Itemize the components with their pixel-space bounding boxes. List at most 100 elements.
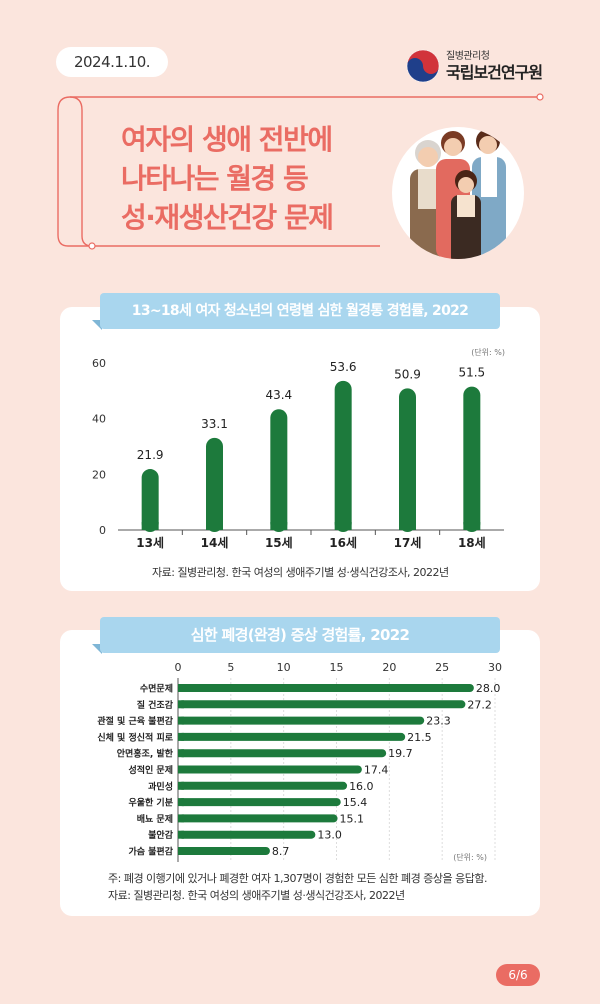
unit-label: (단위: %) xyxy=(453,852,487,862)
data-label: 21.5 xyxy=(407,731,432,744)
bar xyxy=(178,716,425,725)
y-tick-label: 과민성 xyxy=(148,780,173,792)
bar xyxy=(178,830,316,839)
y-tick-label: 질 건조감 xyxy=(137,699,174,711)
bar xyxy=(178,765,362,774)
women-illustration xyxy=(392,127,524,259)
x-tick-label: 17세 xyxy=(394,535,422,550)
headline-line: 성·재생산건강 문제 xyxy=(121,201,334,234)
data-label: 15.1 xyxy=(340,812,365,825)
chart1-source: 자료: 질병관리청. 한국 여성의 생애주기별 성·생식건강조사, 2022년 xyxy=(152,566,449,579)
bar xyxy=(399,388,416,532)
y-tick-label: 우울한 기분 xyxy=(128,797,173,809)
data-label: 23.3 xyxy=(426,715,451,728)
x-tick-label: 25 xyxy=(435,661,449,674)
data-label: 51.5 xyxy=(458,366,485,380)
y-tick-label: 수면문제 xyxy=(140,683,173,695)
headline: 여자의 생애 전반에 나타나는 월경 등 성·재생산건강 문제 xyxy=(121,120,391,237)
bar-base xyxy=(178,684,184,692)
bar-base xyxy=(178,814,184,823)
x-tick-label: 14세 xyxy=(201,535,229,550)
bar-base xyxy=(178,732,184,741)
data-label: 21.9 xyxy=(137,448,164,462)
date-badge: 2024.1.10. xyxy=(56,47,168,77)
x-tick-label: 30 xyxy=(488,661,502,674)
x-tick-label: 15세 xyxy=(265,535,293,550)
bar-base xyxy=(178,716,184,725)
title-frame-decoration xyxy=(57,93,544,250)
data-label: 8.7 xyxy=(272,845,290,858)
bar-base xyxy=(178,798,184,807)
data-label: 27.2 xyxy=(467,698,492,711)
ribbon-fold xyxy=(92,320,102,330)
bar-base xyxy=(141,522,159,530)
menstrual-pain-chart-card xyxy=(60,307,540,591)
data-label: 19.7 xyxy=(388,747,413,760)
bar-base xyxy=(178,700,184,709)
bar-base xyxy=(178,765,184,774)
data-label: 15.4 xyxy=(343,796,368,809)
chart2-notes: 주: 폐경 이행기에 있거나 폐경한 여자 1,307명이 경험한 모든 심한 … xyxy=(108,870,488,904)
chart2-source: 자료: 질병관리청. 한국 여성의 생애주기별 성·생식건강조사, 2022년 xyxy=(108,889,405,902)
bar xyxy=(178,732,406,741)
x-tick-label: 18세 xyxy=(458,535,486,550)
bar xyxy=(178,781,348,790)
menstrual-pain-bar-chart: 0 20 40 60 (단위: %) 21.9 13세 33.1 14세 43.4 15세 53.6 1… xyxy=(92,347,505,550)
y-tick-label: 0 xyxy=(99,524,106,537)
ribbon-fold xyxy=(92,644,102,654)
menopause-symptom-bar-chart: 0 5 10 15 20 25 30 (단위: %) 28.0 수면문제 27.2 질 건조감 23.3… xyxy=(97,661,502,862)
y-tick-label: 신체 및 정신적 피로 xyxy=(97,731,173,743)
y-tick-label: 안면홍조, 발한 xyxy=(117,748,174,760)
logo-subtitle: 질병관리청 xyxy=(446,51,490,62)
x-tick-label: 0 xyxy=(175,661,182,674)
chart2-title: 심한 폐경(완경) 증상 경험률, 2022 xyxy=(100,617,500,653)
bar-base xyxy=(206,522,223,530)
data-label: 17.4 xyxy=(364,764,389,777)
bar xyxy=(178,847,270,855)
y-tick-label: 불안감 xyxy=(148,829,174,841)
bar xyxy=(178,749,387,758)
taegeuk-emblem-icon xyxy=(406,49,440,83)
x-tick-label: 15 xyxy=(330,661,344,674)
y-tick-label: 성적인 문제 xyxy=(128,764,173,776)
bar-base xyxy=(399,522,416,530)
x-tick-label: 13세 xyxy=(136,535,164,550)
x-tick-label: 16세 xyxy=(329,535,357,550)
data-label: 16.0 xyxy=(349,780,374,793)
y-tick-label: 40 xyxy=(92,413,106,426)
bar-base xyxy=(178,847,184,855)
bar-base xyxy=(270,522,288,530)
y-tick-label: 배뇨 문제 xyxy=(137,813,173,825)
bar-base xyxy=(178,830,184,839)
bar xyxy=(178,700,466,709)
bar-base xyxy=(178,749,184,758)
bar xyxy=(178,814,338,823)
y-tick-label: 가슴 불편감 xyxy=(128,846,173,858)
bar-base xyxy=(334,522,352,530)
bar xyxy=(270,409,288,532)
bar-base xyxy=(463,522,481,530)
y-tick-label: 60 xyxy=(92,357,106,370)
bar xyxy=(206,437,223,532)
bar xyxy=(334,380,352,532)
data-label: 53.6 xyxy=(330,360,357,374)
data-label: 50.9 xyxy=(394,367,421,381)
headline-line: 나타나는 월경 등 xyxy=(121,162,309,195)
x-tick-label: 10 xyxy=(277,661,291,674)
headline-line: 여자의 생애 전반에 xyxy=(121,123,333,156)
y-tick-label: 관절 및 근육 불편감 xyxy=(97,715,173,727)
x-tick-label: 5 xyxy=(227,661,234,674)
data-label: 13.0 xyxy=(317,829,342,842)
bar xyxy=(178,798,341,807)
x-tick-label: 20 xyxy=(382,661,396,674)
bar xyxy=(141,469,159,532)
chart2-note: 주: 폐경 이행기에 있거나 폐경한 여자 1,307명이 경험한 모든 심한 … xyxy=(108,872,488,885)
institute-logo: 질병관리청 국립보건연구원 xyxy=(406,45,556,85)
bar-base xyxy=(178,781,184,790)
logo-title: 국립보건연구원 xyxy=(446,63,543,82)
page-indicator: 6/6 xyxy=(496,964,540,986)
chart1-title: 13~18세 여자 청소년의 연령별 심한 월경통 경험률, 2022 xyxy=(100,293,500,329)
bar xyxy=(463,386,481,532)
bar xyxy=(178,684,474,692)
unit-label: (단위: %) xyxy=(471,347,505,357)
